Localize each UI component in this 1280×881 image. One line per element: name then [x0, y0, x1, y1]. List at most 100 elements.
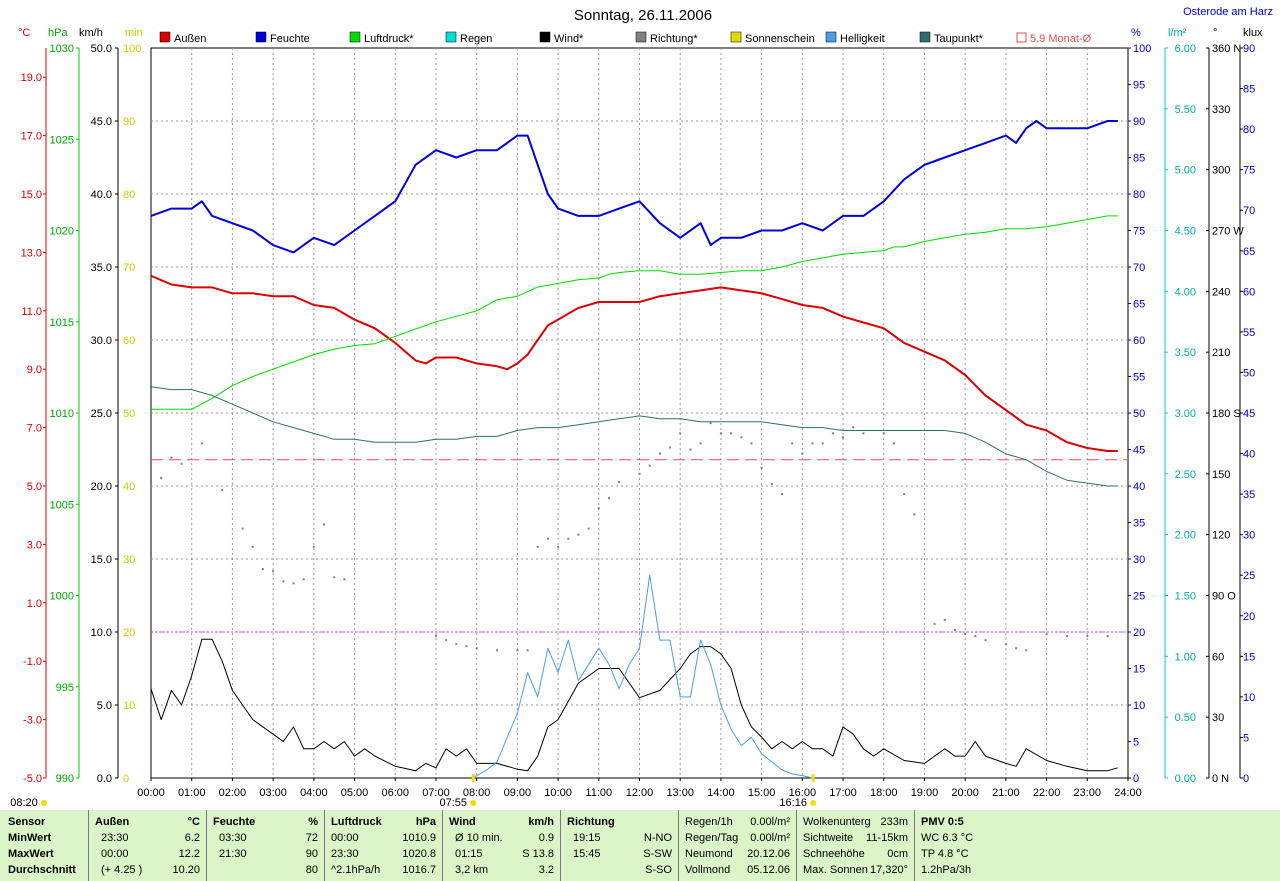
time-tick-label-14: 14:00 — [707, 787, 735, 799]
footer-richtung-min-time: 19:15 — [573, 832, 601, 844]
wind-tick-label-1: 45.0 — [91, 116, 112, 128]
humidity-tick-label-12: 40 — [1133, 481, 1145, 493]
direction-tick-label-8: 120 — [1212, 530, 1230, 542]
rain-tick-label-9: 1.50 — [1175, 591, 1196, 603]
wind-tick-label-10: 0.0 — [97, 773, 112, 785]
klux-tick-label-14: 20 — [1243, 611, 1255, 623]
footer-pmv-title: PMV 0:5 — [921, 816, 964, 828]
humidity-tick-label-0: 100 — [1133, 43, 1151, 55]
unit-hpa: hPa — [48, 27, 68, 39]
direction-dot — [180, 462, 183, 465]
footer-wind-title: Wind — [449, 816, 476, 828]
klux-tick-label-10: 40 — [1243, 449, 1255, 461]
time-tick-label-18: 18:00 — [870, 787, 898, 799]
direction-dot — [699, 442, 702, 445]
footer-richtung-max-value: S-SW — [643, 848, 672, 860]
wind-tick-label-3: 35.0 — [91, 262, 112, 274]
klux-tick-label-7: 55 — [1243, 327, 1255, 339]
humidity-tick-label-8: 60 — [1133, 335, 1145, 347]
direction-dot — [343, 578, 346, 581]
direction-dot — [241, 527, 244, 530]
rain-tick-label-11: 0.50 — [1175, 712, 1196, 724]
temp-tick-label-9: 1.0 — [27, 598, 42, 610]
direction-dot — [1106, 635, 1109, 638]
direction-dot — [689, 448, 692, 451]
unit-deg: ° — [1213, 27, 1217, 39]
direction-tick-label-5: 210 — [1212, 347, 1230, 359]
direction-tick-label-0: 360 N — [1212, 43, 1241, 55]
direction-tick-label-12: 0 N — [1212, 773, 1229, 785]
footer-aussen-column: Außen °C 23:30 6.2 00:00 12.2 (+ 4.25 ) 10.2… — [88, 810, 206, 881]
sun-tick-label-8: 20 — [123, 627, 135, 639]
klux-tick-label-2: 80 — [1243, 124, 1255, 136]
footer-luftdruck-min-value: 1010.9 — [402, 832, 436, 844]
footer-luftdruck-trend: ^2.1hPa/h — [331, 864, 381, 876]
time-tick-label-23: 23:00 — [1074, 787, 1102, 799]
temp-tick-label-8: 3.0 — [27, 539, 42, 551]
pressure-tick-label-5: 1005 — [50, 499, 74, 511]
direction-dot — [770, 483, 773, 485]
direction-dot — [333, 576, 336, 579]
footer-richtung-column: Richtung 19:15 N-NO 15:45 S-SW S-SO — [560, 810, 678, 881]
direction-dot — [913, 513, 916, 516]
rain-tick-label-4: 4.00 — [1175, 286, 1196, 298]
sun-tick-label-4: 60 — [123, 335, 135, 347]
klux-tick-label-0: 90 — [1243, 43, 1255, 55]
footer-regen-1h-value: 0.00l/m² — [750, 816, 790, 828]
time-tick-label-21: 21:00 — [992, 787, 1020, 799]
footer-wind-distance: 3,2 km — [455, 864, 489, 876]
direction-dot — [292, 582, 295, 585]
footer-pressure-trend: 1.2hPa/3h — [921, 864, 972, 876]
direction-dot — [811, 442, 814, 445]
time-tick-label-15: 15:00 — [748, 787, 776, 799]
footer-wolkenunterg-value: 233m — [880, 816, 908, 828]
legend-swatch-5 — [635, 31, 647, 43]
moonrise-dot — [41, 800, 47, 806]
klux-tick-label-8: 50 — [1243, 367, 1255, 379]
pressure-tick-label-7: 995 — [56, 682, 74, 694]
direction-dot — [750, 442, 753, 445]
temp-tick-label-7: 5.0 — [27, 481, 42, 493]
time-tick-label-4: 04:00 — [300, 787, 328, 799]
footer-wind-avg-value: 3.2 — [538, 864, 554, 876]
rain-tick-label-7: 2.50 — [1175, 469, 1196, 481]
series-line-1 — [150, 120, 1118, 254]
humidity-tick-label-16: 20 — [1133, 627, 1145, 639]
unit-lm2: l/m² — [1168, 27, 1187, 39]
footer-regen-column: Regen/1h 0.00l/m² Regen/Tag 0.00l/m² Neumo… — [678, 810, 796, 881]
direction-dot — [465, 645, 468, 648]
humidity-tick-label-10: 50 — [1133, 408, 1145, 420]
humidity-tick-label-9: 55 — [1133, 372, 1145, 384]
humidity-tick-label-20: 0 — [1133, 773, 1139, 785]
unit-celsius: °C — [18, 27, 30, 39]
footer-row-avg: Durchschnitt — [8, 864, 76, 876]
temp-tick-label-5: 9.0 — [27, 364, 42, 376]
humidity-tick-label-3: 85 — [1133, 153, 1145, 165]
footer-regen-1h-label: Regen/1h — [685, 816, 733, 828]
rain-tick-label-2: 5.00 — [1175, 165, 1196, 177]
direction-tick-label-11: 30 — [1212, 712, 1224, 724]
direction-dot — [903, 493, 906, 496]
direction-dot — [312, 545, 315, 548]
rain-tick-label-6: 3.00 — [1175, 408, 1196, 420]
rain-tick-label-3: 4.50 — [1175, 226, 1196, 238]
temp-tick-label-3: 13.0 — [21, 247, 42, 259]
data-marks — [150, 120, 1118, 779]
direction-dot — [801, 452, 804, 455]
klux-tick-label-13: 25 — [1243, 570, 1255, 582]
direction-dot — [882, 432, 885, 435]
footer-luftdruck-max-value: 1020.8 — [402, 848, 436, 860]
wind-tick-label-7: 15.0 — [91, 554, 112, 566]
humidity-tick-label-19: 5 — [1133, 737, 1139, 749]
unit-percent: % — [1131, 27, 1141, 39]
sun-markers: 08:20 07:55 16:16 — [10, 774, 817, 808]
footer-aussen-min-value: 6.2 — [184, 832, 200, 844]
wind-tick-label-8: 10.0 — [91, 627, 112, 639]
direction-dot — [1025, 649, 1028, 652]
footer-neumond-label: Neumond — [685, 848, 733, 860]
humidity-tick-label-18: 10 — [1133, 700, 1145, 712]
footer-aussen-avg-value: 10.20 — [172, 864, 200, 876]
humidity-tick-label-4: 80 — [1133, 189, 1145, 201]
footer-aussen-min-time: 23:30 — [101, 832, 129, 844]
direction-dot — [943, 618, 946, 621]
